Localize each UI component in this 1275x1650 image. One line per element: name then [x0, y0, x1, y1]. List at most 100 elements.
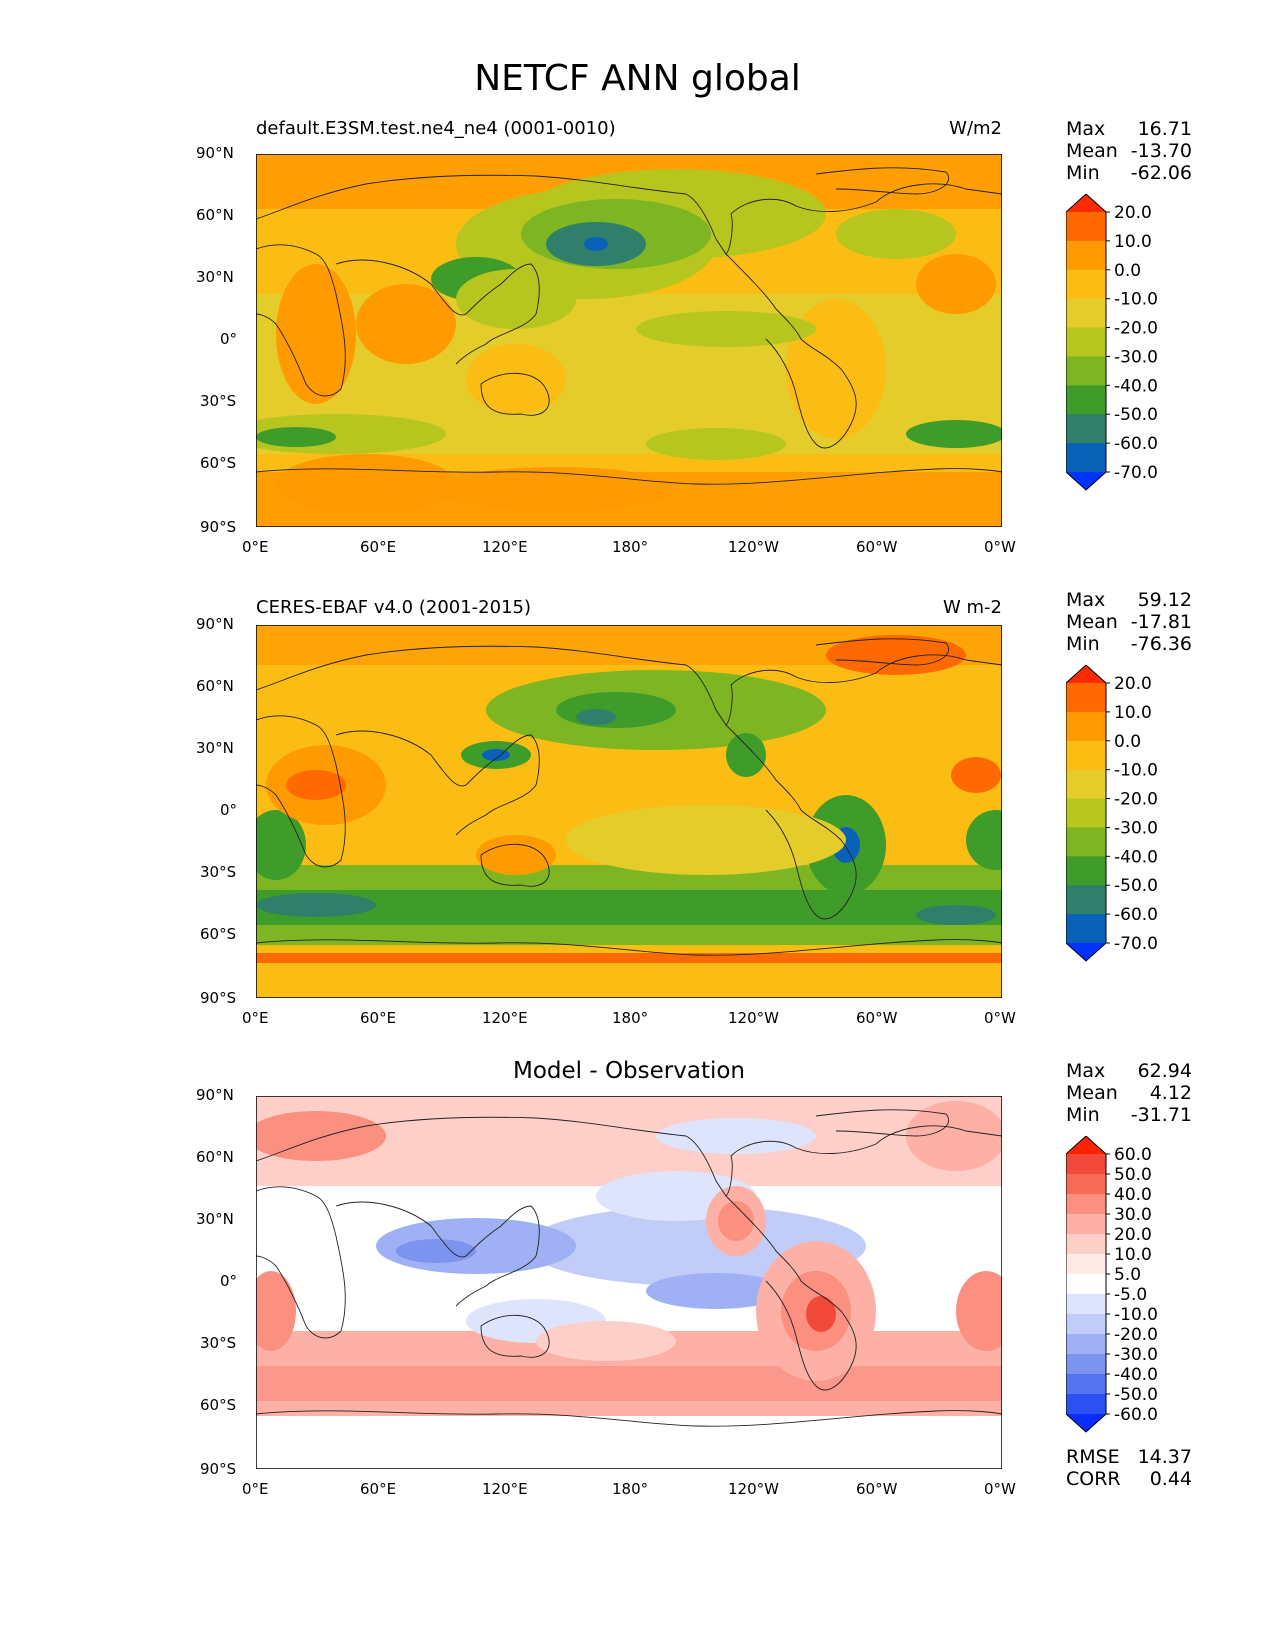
- y-tick-label: 60°N: [196, 677, 234, 695]
- field-blob: [836, 209, 956, 259]
- y-tick-label: 0°: [220, 1272, 238, 1290]
- panel-left-label: default.E3SM.test.ne4_ne4 (0001-0010): [256, 118, 616, 139]
- colorbar-segment: [1066, 327, 1106, 357]
- x-tick-label: 0°W: [984, 1009, 1016, 1027]
- field-blob: [656, 1118, 816, 1154]
- x-tick-label: 0°E: [242, 1009, 269, 1027]
- y-tick-label: 60°S: [200, 1396, 237, 1414]
- colorbar-tick-label: -60.0: [1114, 905, 1158, 925]
- stat-value: 0.44: [1149, 1468, 1192, 1490]
- colorbar-segment: [1066, 683, 1106, 713]
- field-blob: [951, 757, 1001, 793]
- field-blob: [476, 835, 556, 875]
- field-blob: [636, 311, 816, 347]
- colorbar-tick-label: 40.0: [1114, 1185, 1152, 1205]
- colorbar-tick-label: 50.0: [1114, 1165, 1152, 1185]
- colorbar-segment: [1066, 356, 1106, 386]
- colorbar-tick-label: -40.0: [1114, 376, 1158, 396]
- colorbar-segment: [1066, 298, 1106, 329]
- stat-value: 62.94: [1137, 1060, 1192, 1082]
- x-tick-label: 0°W: [984, 538, 1016, 556]
- stat-value: 59.12: [1137, 589, 1192, 611]
- colorbar-segment: [1066, 1214, 1106, 1235]
- field-blob: [584, 237, 608, 251]
- stat-value: 16.71: [1137, 118, 1192, 140]
- colorbar-extend-top: [1066, 194, 1106, 212]
- x-tick-label: 0°W: [984, 1480, 1016, 1498]
- x-tick-label: 60°E: [360, 1480, 397, 1498]
- field-blob: [466, 344, 566, 414]
- colorbar-tick-label: -30.0: [1114, 1345, 1158, 1365]
- y-tick-label: 60°N: [196, 206, 234, 224]
- y-tick-label: 90°N: [196, 615, 234, 633]
- field-blob: [556, 692, 676, 728]
- colorbar-tick-label: -10.0: [1114, 761, 1158, 781]
- colorbar-extend-top: [1066, 665, 1106, 683]
- colorbar-segment: [1066, 443, 1106, 473]
- colorbar-tick-label: -20.0: [1114, 319, 1158, 339]
- colorbar-segment: [1066, 1154, 1106, 1175]
- stat-label: Mean: [1066, 140, 1118, 162]
- x-tick-label: 120°W: [728, 538, 779, 556]
- colorbar-tick-label: 20.0: [1114, 203, 1152, 223]
- stat-label: Mean: [1066, 611, 1118, 633]
- field-band-southern-ocean-core: [256, 1366, 1002, 1401]
- panel-left-label: CERES-EBAF v4.0 (2001-2015): [256, 597, 532, 618]
- colorbar-tick-label: -30.0: [1114, 347, 1158, 367]
- colorbar-segment: [1066, 1394, 1106, 1415]
- figure-title: NETCF ANN global: [474, 58, 801, 99]
- field-blob: [916, 905, 996, 925]
- map-model: [256, 154, 1002, 527]
- x-tick-label: 180°: [612, 538, 649, 556]
- y-tick-label: 90°N: [196, 1086, 234, 1104]
- colorbar-segment: [1066, 1234, 1106, 1255]
- colorbar-segment: [1066, 212, 1106, 242]
- field-blob: [826, 635, 966, 675]
- map-observation: [256, 625, 1002, 998]
- colorbar-extend-bottom: [1066, 943, 1106, 961]
- colorbar-tick-label: 10.0: [1114, 1245, 1152, 1265]
- colorbar-observation: 20.0 10.0 0.0 -10.0 -20.0 -30.0 -40.0 -50.0 -60.…: [1066, 665, 1158, 962]
- stat-label: Max: [1066, 1060, 1106, 1082]
- y-tick-label: 0°: [220, 801, 238, 819]
- colorbar-tick-label: -70.0: [1114, 934, 1158, 954]
- field-blob: [566, 805, 846, 875]
- stat-label: Max: [1066, 118, 1106, 140]
- x-tick-label: 60°W: [856, 538, 898, 556]
- panel-center-label: Model - Observation: [512, 1058, 746, 1084]
- field-blob: [356, 284, 456, 364]
- colorbar-segment: [1066, 1174, 1106, 1195]
- y-tick-label: 30°S: [200, 1334, 237, 1352]
- field-blob: [906, 1101, 1002, 1171]
- stats-box: Max 16.71 Mean -13.70 Min -62.06: [1066, 118, 1192, 184]
- colorbar-segment: [1066, 1374, 1106, 1395]
- x-tick-label: 60°W: [856, 1480, 898, 1498]
- field-blob: [276, 454, 456, 514]
- field-blob: [906, 420, 1002, 448]
- x-tick-label: 120°W: [728, 1480, 779, 1498]
- colorbar-segment: [1066, 914, 1106, 944]
- field-blob: [718, 1201, 754, 1241]
- y-tick-label: 0°: [220, 330, 238, 348]
- colorbar-segment: [1066, 1334, 1106, 1355]
- y-tick-label: 90°N: [196, 144, 234, 162]
- colorbar-segment: [1066, 827, 1106, 857]
- colorbar-segment: [1066, 1314, 1106, 1335]
- colorbar-tick-label: -50.0: [1114, 876, 1158, 896]
- colorbar-segment: [1066, 1354, 1106, 1375]
- panel-units-label: W m-2: [942, 597, 1002, 618]
- y-tick-label: 90°S: [200, 1460, 237, 1478]
- colorbar-extend-top: [1066, 1136, 1106, 1154]
- colorbar-tick-label: -50.0: [1114, 405, 1158, 425]
- field-blob: [396, 1239, 476, 1263]
- field-blob: [966, 810, 1002, 870]
- colorbar-tick-label: 10.0: [1114, 703, 1152, 723]
- stat-value: -31.71: [1130, 1104, 1192, 1126]
- coastlines: [256, 1109, 1002, 1427]
- colorbar-segment: [1066, 798, 1106, 828]
- field-blob: [726, 733, 766, 777]
- field-blob: [646, 428, 786, 460]
- coastlines: [256, 638, 1002, 956]
- stat-value: -62.06: [1130, 162, 1192, 184]
- colorbar-tick-label: -60.0: [1114, 1405, 1158, 1425]
